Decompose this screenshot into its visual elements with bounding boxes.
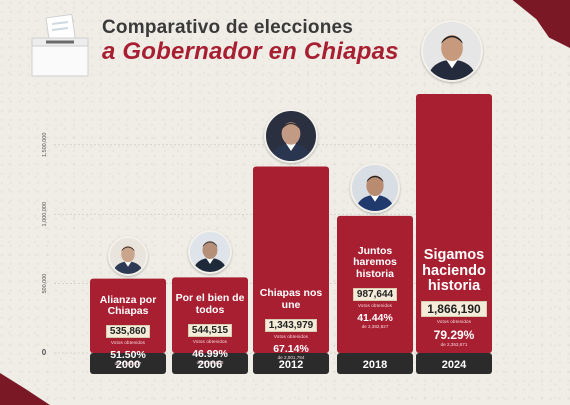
bar — [337, 215, 413, 353]
votes-caption: Votos obtenidos — [436, 318, 472, 324]
votes-value: 544,515 — [187, 324, 233, 338]
votes-caption: Votos obtenidos — [110, 340, 146, 346]
candidate-avatar — [264, 109, 318, 164]
coalition-name: Alianza por Chiapas — [99, 293, 157, 317]
votes-caption: Votos obtenidos — [192, 339, 228, 345]
year-band — [90, 353, 166, 374]
percent-value: 51.50% — [110, 349, 146, 362]
votes-value: 535,860 — [105, 325, 151, 339]
bar-card: Chiapas nos une 1,343,979 Votos obtenidos 6… — [253, 288, 329, 360]
votes-value: 987,644 — [352, 287, 398, 301]
year-label: 2006 — [198, 359, 222, 371]
y-tick-label: 500,000 — [42, 274, 48, 294]
bar-card: Por el bien de todos 544,515 Votos obtenid… — [172, 293, 248, 365]
year-band — [253, 353, 329, 374]
year-band — [172, 353, 248, 374]
year-label: 2000 — [116, 359, 140, 371]
bar — [416, 94, 492, 353]
percent-value: 67.14% — [273, 343, 309, 356]
coalition-name: Juntos haremos historia — [353, 244, 397, 280]
votes-caption: Votos obtenidos — [357, 302, 393, 308]
y-tick-label: 1,000,000 — [42, 202, 48, 226]
percent-value: 79.29% — [433, 327, 475, 342]
coalition-name: Por el bien de todos — [175, 292, 245, 316]
candidate-avatar — [350, 162, 400, 213]
candidate-avatar — [188, 230, 232, 275]
chart-title-line2: a Gobernador en Chiapas — [102, 38, 399, 65]
y-tick-label: 0 — [42, 348, 47, 357]
total-votes: de 1,158,808 — [196, 360, 224, 366]
votes-value: 1,866,190 — [421, 300, 487, 317]
total-votes: de 2,353,671 — [440, 341, 468, 347]
year-label: 2018 — [363, 359, 387, 371]
bar-card: Sigamos haciendo historia 1,866,190 Votos … — [416, 247, 492, 347]
coalition-name: Chiapas nos une — [259, 287, 323, 311]
year-band — [337, 353, 413, 374]
ballot-box-icon — [31, 13, 89, 77]
candidate-avatar — [421, 20, 483, 82]
percent-value: 46.99% — [192, 348, 228, 361]
percent-value: 41.44% — [357, 311, 393, 324]
year-label: 2012 — [279, 359, 303, 371]
candidate-avatar — [108, 235, 148, 276]
votes-caption: Votos obtenidos — [273, 334, 309, 340]
y-tick-label: 1,500,000 — [42, 133, 48, 157]
total-votes: de 2,001,784 — [277, 355, 305, 361]
chart-title-line1: Comparativo de elecciones — [102, 17, 354, 38]
votes-value: 1,343,979 — [264, 319, 318, 333]
total-votes: de 1,050,507 — [114, 361, 142, 367]
coalition-name: Sigamos haciendo historia — [422, 247, 486, 295]
total-votes: de 2,382,827 — [361, 323, 389, 329]
bar-card: Alianza por Chiapas 535,860 Votos obtenido… — [90, 293, 166, 367]
year-band — [416, 353, 492, 374]
year-label: 2024 — [442, 359, 467, 371]
bar — [253, 166, 329, 353]
bar-card: Juntos haremos historia 987,644 Votos obte… — [337, 244, 413, 329]
